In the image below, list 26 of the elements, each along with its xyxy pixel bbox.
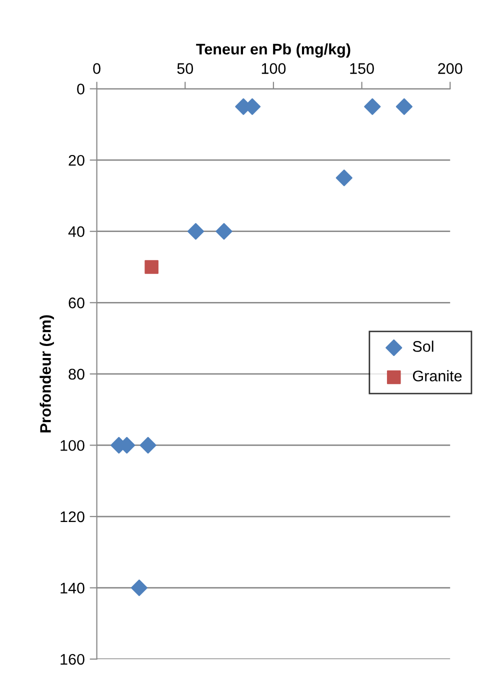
y-tick-label: 40 — [68, 226, 84, 238]
point — [140, 436, 156, 454]
y-tick-label: 20 — [68, 154, 84, 166]
y-tick-label: 0 — [77, 84, 84, 94]
x-tick-label: 100 — [262, 63, 286, 74]
y-tick-label: 140 — [60, 582, 84, 594]
x-axis-title: Teneur en Pb (mg/kg) — [196, 43, 350, 58]
point — [130, 580, 148, 596]
y-tick-label: 160 — [60, 654, 84, 665]
x-tick-label: 0 — [93, 63, 100, 74]
y-tick-label: 80 — [68, 368, 84, 380]
point — [187, 223, 204, 240]
y-tick-label: 100 — [60, 440, 84, 451]
point — [364, 98, 381, 115]
point — [336, 170, 352, 186]
point — [216, 223, 232, 240]
x-tick-label: 200 — [438, 63, 462, 74]
y-tick-label: 60 — [68, 298, 84, 308]
point — [396, 98, 412, 115]
y-axis-title: Profondeur (cm) — [40, 315, 54, 432]
legend-label: Granite — [412, 370, 462, 382]
x-tick-label: 50 — [177, 63, 194, 74]
x-tick-label: 150 — [350, 63, 374, 74]
point — [144, 260, 158, 274]
y-tick-label: 120 — [60, 511, 84, 522]
legend-label: Sol — [412, 340, 434, 352]
